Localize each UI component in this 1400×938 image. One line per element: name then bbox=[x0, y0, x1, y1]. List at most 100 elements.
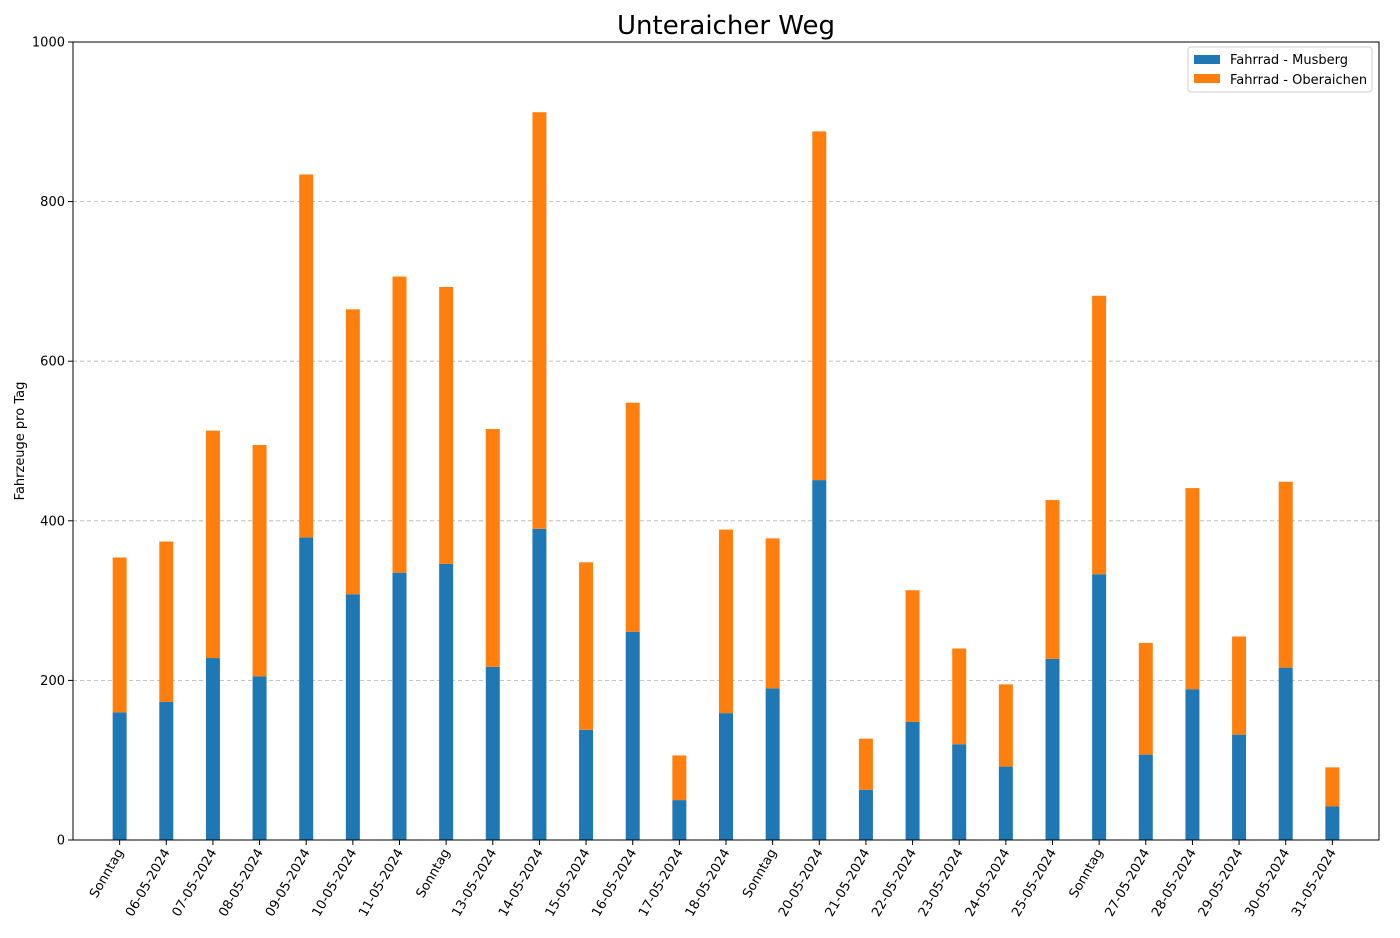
bar-musberg bbox=[672, 800, 687, 840]
x-tick-label: 22-05-2024 bbox=[869, 847, 920, 920]
bar-musberg bbox=[1232, 734, 1247, 840]
legend-swatch-oberaichen bbox=[1194, 74, 1220, 83]
bar-oberaichen bbox=[485, 429, 500, 667]
bar-oberaichen bbox=[299, 174, 314, 538]
bar-musberg bbox=[579, 729, 594, 840]
bars bbox=[112, 112, 1340, 840]
x-tick-label: 23-05-2024 bbox=[916, 847, 967, 920]
bar-oberaichen bbox=[579, 562, 594, 730]
legend-label-oberaichen: Fahrrad - Oberaichen bbox=[1230, 73, 1367, 88]
x-tick-label: 16-05-2024 bbox=[589, 847, 640, 920]
bar-musberg bbox=[532, 528, 547, 840]
y-tick-label: 200 bbox=[40, 674, 65, 689]
bar-oberaichen bbox=[1092, 295, 1107, 575]
bar-oberaichen bbox=[205, 430, 220, 659]
bar-oberaichen bbox=[812, 131, 827, 481]
bar-musberg bbox=[1185, 689, 1200, 840]
y-tick-label: 1000 bbox=[32, 36, 65, 51]
x-tick-label: 27-05-2024 bbox=[1102, 847, 1153, 920]
bar-musberg bbox=[345, 594, 360, 840]
bar-oberaichen bbox=[1138, 642, 1153, 755]
bar-musberg bbox=[1092, 574, 1107, 840]
chart-title: Unteraicher Weg bbox=[617, 11, 835, 41]
bar-musberg bbox=[299, 537, 314, 840]
bar-oberaichen bbox=[719, 529, 733, 714]
bar-musberg bbox=[1045, 658, 1060, 840]
x-tick-label: Sonntag bbox=[1067, 847, 1107, 901]
y-axis-label: Fahrzeuge pro Tag bbox=[13, 382, 28, 501]
bar-oberaichen bbox=[345, 309, 360, 595]
legend: Fahrrad - Musberg Fahrrad - Oberaichen bbox=[1187, 46, 1373, 93]
x-tick-label: 15-05-2024 bbox=[543, 847, 594, 920]
x-tick-label: 28-05-2024 bbox=[1149, 847, 1200, 920]
bar-musberg bbox=[998, 766, 1013, 840]
bar-oberaichen bbox=[112, 557, 127, 713]
x-tick-label: Sonntag bbox=[87, 847, 127, 901]
bar-musberg bbox=[159, 701, 174, 840]
bar-oberaichen bbox=[159, 541, 174, 702]
bar-oberaichen bbox=[1232, 636, 1247, 735]
bar-musberg bbox=[765, 688, 780, 840]
x-tick-label: 06-05-2024 bbox=[123, 847, 174, 920]
bar-musberg bbox=[719, 713, 733, 840]
x-tick-label: 07-05-2024 bbox=[170, 847, 221, 920]
bar-oberaichen bbox=[858, 738, 873, 790]
bar-musberg bbox=[205, 658, 220, 840]
bar-musberg bbox=[1278, 667, 1293, 840]
x-axis: Sonntag06-05-202407-05-202408-05-202409-… bbox=[87, 840, 1340, 919]
bar-musberg bbox=[858, 789, 873, 840]
bar-musberg bbox=[112, 712, 127, 840]
x-tick-label: 09-05-2024 bbox=[263, 847, 314, 920]
bar-musberg bbox=[1138, 754, 1153, 840]
bar-musberg bbox=[1325, 806, 1340, 840]
legend-box bbox=[1187, 46, 1373, 93]
y-axis: 0 200 400 600 800 1000 bbox=[32, 36, 73, 849]
bar-musberg bbox=[905, 721, 920, 840]
bar-oberaichen bbox=[1185, 488, 1200, 690]
x-tick-label: 18-05-2024 bbox=[683, 847, 734, 920]
bar-musberg bbox=[812, 480, 827, 840]
y-tick-label: 600 bbox=[40, 355, 65, 370]
bar-musberg bbox=[485, 666, 500, 840]
bar-oberaichen bbox=[439, 286, 454, 564]
x-tick-label: Sonntag bbox=[414, 847, 454, 901]
legend-swatch-musberg bbox=[1194, 55, 1220, 64]
bar-oberaichen bbox=[998, 684, 1013, 767]
bar-oberaichen bbox=[1278, 481, 1293, 668]
y-tick-label: 0 bbox=[57, 834, 65, 849]
x-tick-label: 30-05-2024 bbox=[1242, 847, 1293, 920]
x-tick-label: 29-05-2024 bbox=[1196, 847, 1247, 920]
bar-oberaichen bbox=[1045, 500, 1060, 659]
bar-oberaichen bbox=[625, 402, 640, 632]
legend-label-musberg: Fahrrad - Musberg bbox=[1230, 53, 1348, 68]
bar-oberaichen bbox=[532, 112, 547, 529]
bar-oberaichen bbox=[952, 648, 967, 745]
x-tick-label: 08-05-2024 bbox=[216, 847, 267, 920]
bar-musberg bbox=[952, 744, 967, 840]
x-tick-label: 24-05-2024 bbox=[963, 847, 1014, 920]
bar-oberaichen bbox=[672, 755, 687, 801]
x-tick-label: 17-05-2024 bbox=[636, 847, 687, 920]
bar-oberaichen bbox=[1325, 767, 1340, 807]
bar-musberg bbox=[439, 563, 454, 840]
x-tick-label: 25-05-2024 bbox=[1009, 847, 1060, 920]
x-tick-label: 13-05-2024 bbox=[449, 847, 500, 920]
bar-oberaichen bbox=[252, 444, 267, 677]
x-tick-label: 31-05-2024 bbox=[1289, 847, 1340, 920]
x-tick-label: 10-05-2024 bbox=[310, 847, 361, 920]
x-tick-label: 20-05-2024 bbox=[776, 847, 827, 920]
x-tick-label: Sonntag bbox=[740, 847, 780, 901]
bar-oberaichen bbox=[392, 276, 407, 573]
bar-musberg bbox=[252, 676, 267, 840]
bar-oberaichen bbox=[905, 590, 920, 722]
y-tick-label: 400 bbox=[40, 514, 65, 529]
y-tick-label: 800 bbox=[40, 195, 65, 210]
bar-musberg bbox=[625, 631, 640, 840]
bar-musberg bbox=[392, 572, 407, 840]
bar-oberaichen bbox=[765, 538, 780, 689]
x-tick-label: 11-05-2024 bbox=[356, 847, 407, 920]
x-tick-label: 14-05-2024 bbox=[496, 847, 547, 920]
x-tick-label: 21-05-2024 bbox=[823, 847, 874, 920]
